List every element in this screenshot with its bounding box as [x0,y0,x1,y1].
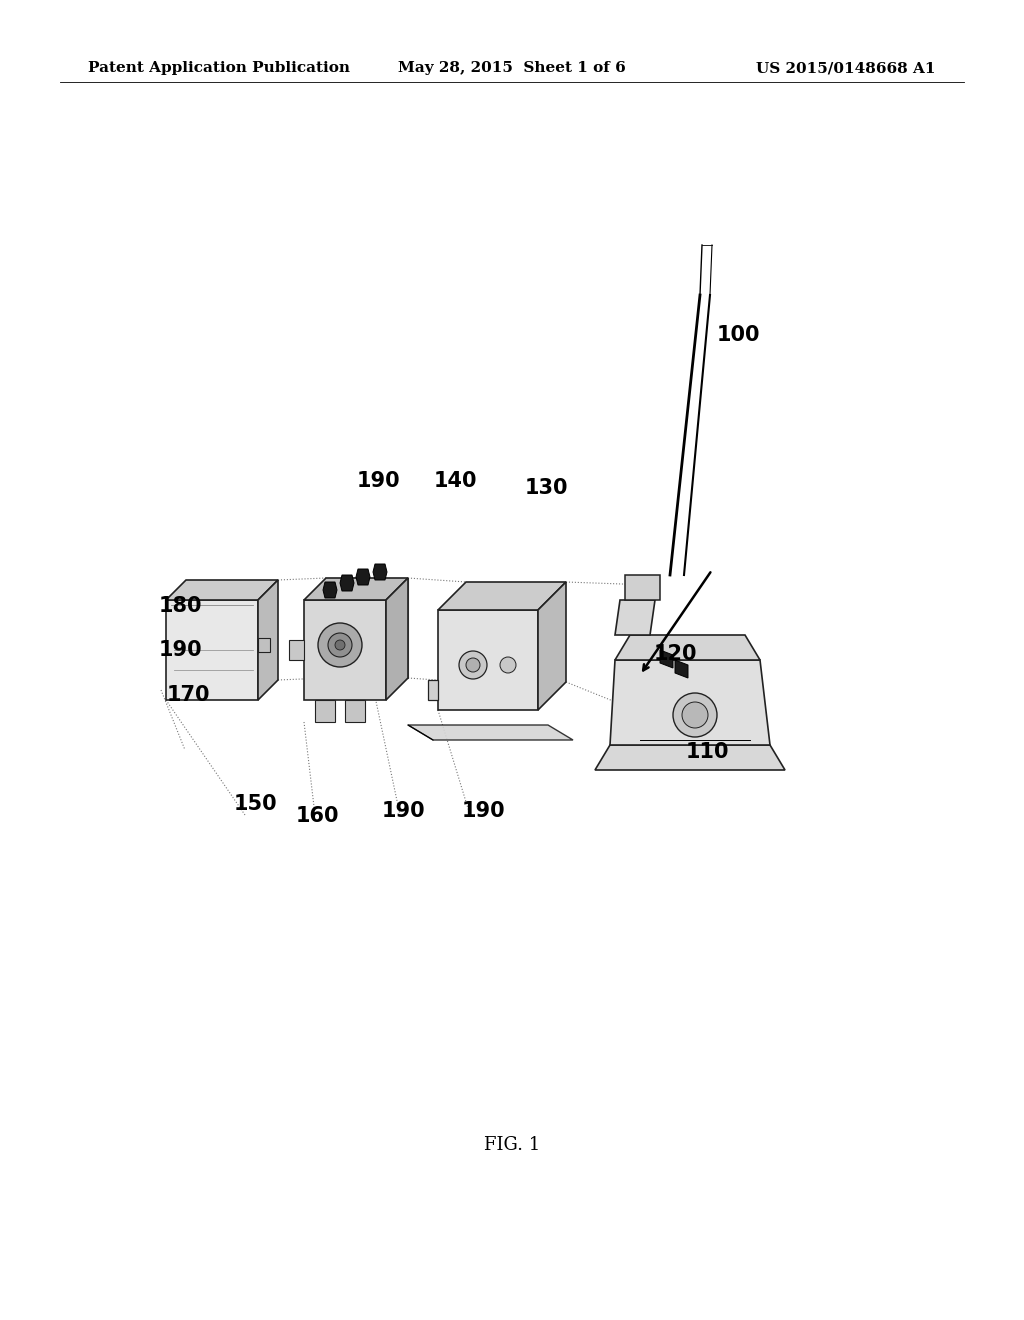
Polygon shape [323,582,337,598]
Text: 190: 190 [462,801,506,821]
Polygon shape [610,660,770,744]
Polygon shape [289,640,304,660]
Circle shape [318,623,362,667]
Polygon shape [373,564,387,579]
Text: 160: 160 [296,807,339,826]
Text: May 28, 2015  Sheet 1 of 6: May 28, 2015 Sheet 1 of 6 [398,61,626,75]
Text: 150: 150 [233,795,278,814]
Circle shape [466,657,480,672]
Polygon shape [326,578,408,678]
Text: 140: 140 [434,471,477,491]
Polygon shape [615,635,760,660]
Polygon shape [438,610,538,710]
Circle shape [682,702,708,729]
Polygon shape [315,700,335,722]
Text: 120: 120 [653,644,696,664]
Polygon shape [258,579,278,700]
Text: FIG. 1: FIG. 1 [484,1137,540,1154]
Circle shape [673,693,717,737]
Polygon shape [408,725,573,741]
Polygon shape [660,649,673,668]
Polygon shape [625,576,660,601]
Circle shape [459,651,487,678]
Polygon shape [304,601,386,700]
Polygon shape [538,582,566,710]
Circle shape [335,640,345,649]
Text: 190: 190 [382,801,426,821]
Polygon shape [356,569,370,585]
Polygon shape [675,660,688,678]
Polygon shape [345,700,365,722]
Text: 190: 190 [356,471,400,491]
Text: 170: 170 [167,685,210,705]
Circle shape [500,657,516,673]
Polygon shape [166,601,258,700]
Text: 130: 130 [524,478,567,498]
Polygon shape [428,680,438,700]
Text: 180: 180 [159,597,202,616]
Polygon shape [258,638,270,652]
Polygon shape [615,601,655,635]
Text: US 2015/0148668 A1: US 2015/0148668 A1 [757,61,936,75]
Text: 100: 100 [717,325,760,345]
Circle shape [328,634,352,657]
Polygon shape [386,578,408,700]
Polygon shape [595,744,785,770]
Polygon shape [438,582,566,610]
Polygon shape [340,576,354,591]
Text: Patent Application Publication: Patent Application Publication [88,61,350,75]
Polygon shape [166,579,278,601]
Text: 110: 110 [686,742,729,762]
Polygon shape [304,578,408,601]
Text: 190: 190 [159,640,203,660]
